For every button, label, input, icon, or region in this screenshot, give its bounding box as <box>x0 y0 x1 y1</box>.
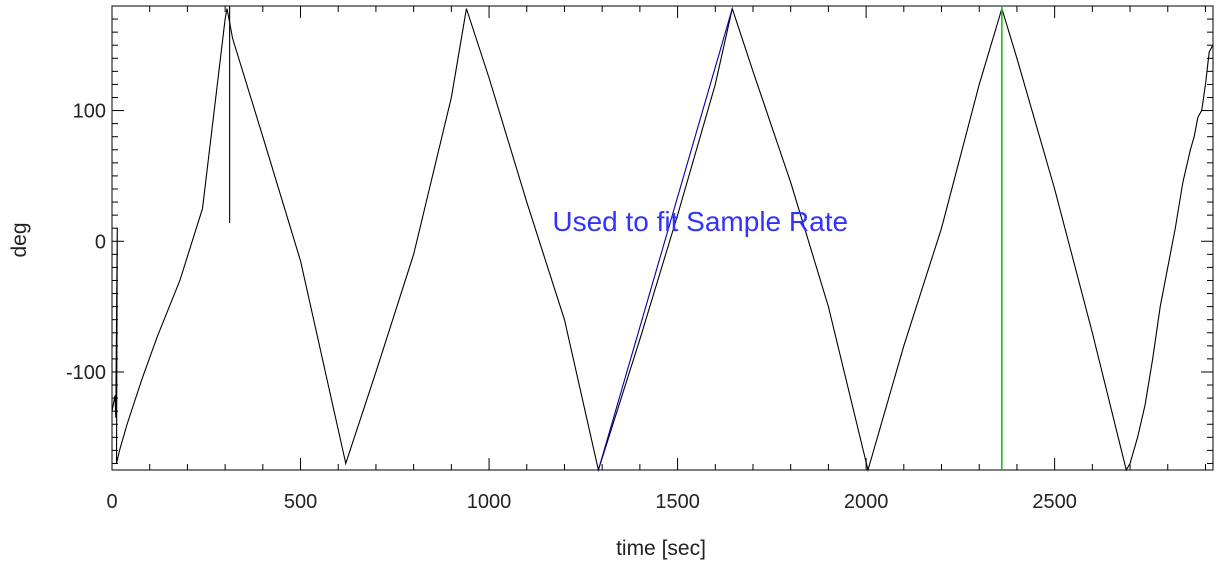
x-tick-label-2: 1000 <box>467 491 512 513</box>
annotation-label-0: Used to fit Sample Rate <box>552 206 848 237</box>
plot-frame <box>111 5 1214 471</box>
y-tick-label-0: -100 <box>66 362 106 384</box>
series-group <box>111 6 1214 473</box>
y-tick-label-2: 100 <box>73 101 106 123</box>
x-tick-label-5: 2500 <box>1032 491 1077 513</box>
axes: 0 500 1000 1500 2000 2500 -100 0 100 <box>66 5 1213 513</box>
y-tick-label-1: 0 <box>95 231 106 253</box>
plot-area <box>111 5 1214 471</box>
x-tick-label-1: 500 <box>284 491 317 513</box>
series-line-2 <box>597 8 733 471</box>
y-axis-label: deg <box>8 222 31 257</box>
x-tick-label-4: 2000 <box>844 491 889 513</box>
x-axis-label: time [sec] <box>616 537 706 560</box>
annotation-group: Used to fit Sample Rate <box>552 206 848 237</box>
series-line-0 <box>111 6 1214 473</box>
x-tick-label-3: 1500 <box>655 491 700 513</box>
x-tick-label-0: 0 <box>106 491 117 513</box>
